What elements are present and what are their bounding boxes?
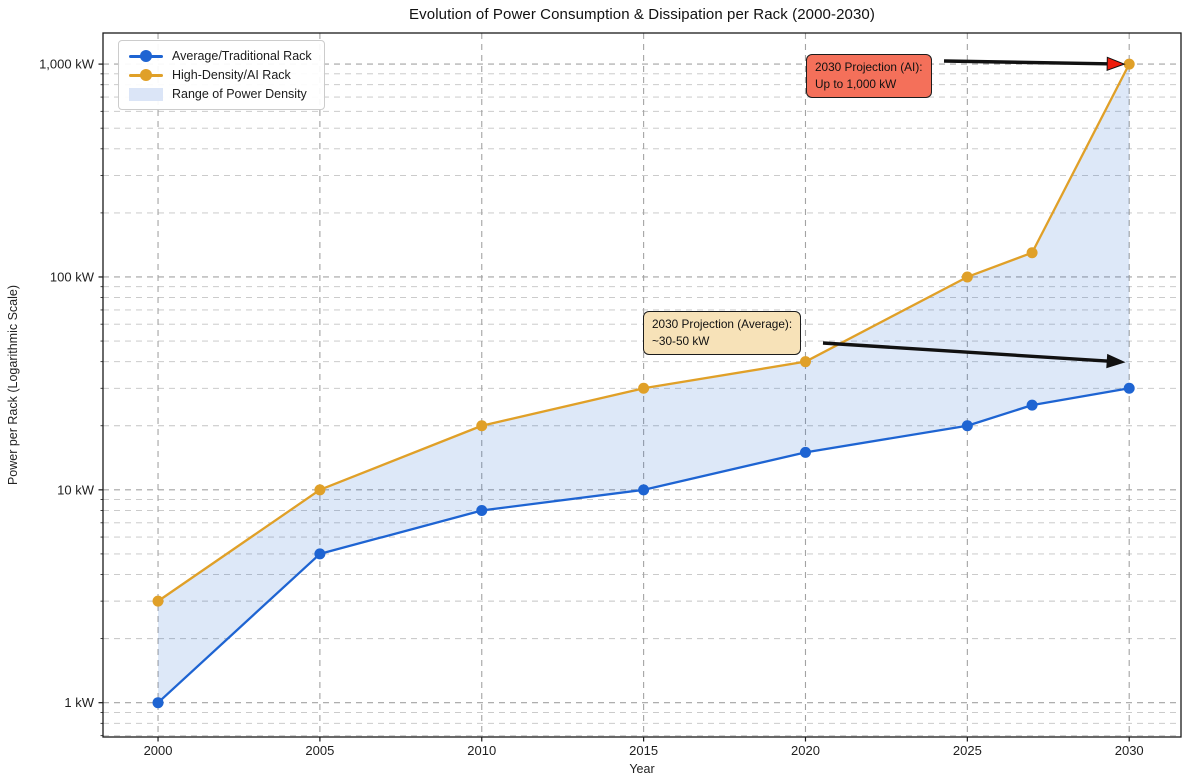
data-point-marker [476, 420, 488, 432]
data-point-marker [961, 271, 973, 283]
data-point-marker [799, 446, 811, 458]
data-point-marker [476, 504, 488, 516]
legend-label-range: Range of Power Density [172, 87, 307, 101]
legend-item-average: Average/Traditional Rack [129, 49, 312, 63]
x-tick-label: 2005 [305, 743, 334, 758]
legend: Average/Traditional Rack High-Density/AI… [118, 40, 325, 110]
annotation-arrowhead-0 [1106, 56, 1126, 72]
data-point-marker [1026, 399, 1038, 411]
annotation-ai-line-2: Up to 1,000 kW [815, 77, 897, 92]
legend-marker-range-swatch [129, 87, 163, 101]
data-point-marker [314, 484, 326, 496]
x-tick-label: 2025 [953, 743, 982, 758]
x-tick-label: 2010 [467, 743, 496, 758]
legend-item-range-band: Range of Power Density [129, 87, 312, 101]
plot-border [102, 32, 1182, 738]
data-point-marker [961, 420, 973, 432]
annotation-arrow-1 [822, 341, 1108, 363]
data-point-marker [638, 382, 650, 394]
y-tick-label: 1,000 kW [39, 57, 95, 72]
legend-marker-average-line [129, 50, 163, 62]
data-point-marker [152, 697, 164, 709]
annotation-average-line-1: 2030 Projection (Average): [652, 317, 793, 331]
legend-label-high-density: High-Density/AI Rack [172, 68, 291, 82]
annotation-average-line-2: ~30-50 kW [652, 334, 710, 349]
data-point-marker [314, 548, 326, 560]
annotation-ai-line-1: 2030 Projection (AI): [815, 60, 923, 74]
x-tick-label: 2020 [791, 743, 820, 758]
annotation-arrowhead-1 [1106, 353, 1126, 369]
y-axis-label: Power per Rack (Logarithmic Scale) [6, 284, 20, 486]
series-line-1 [157, 63, 1131, 603]
y-tick-label: 100 kW [50, 269, 95, 284]
range-band-area [158, 64, 1130, 703]
x-tick-label: 2030 [1115, 743, 1144, 758]
legend-label-average: Average/Traditional Rack [172, 49, 312, 63]
x-axis-label: Year [629, 762, 655, 776]
annotation-ai-projection: 2030 Projection (AI): Up to 1,000 kW [806, 54, 932, 99]
annotation-average-projection: 2030 Projection (Average): ~30-50 kW [643, 311, 802, 356]
data-point-marker [1123, 58, 1135, 70]
annotation-arrow-0 [943, 59, 1108, 66]
y-tick-label: 1 kW [64, 695, 94, 710]
data-point-marker [1026, 247, 1038, 259]
data-point-marker [152, 595, 164, 607]
data-point-marker [799, 356, 811, 368]
series-line-0 [157, 387, 1130, 704]
y-tick-label: 10 kW [57, 482, 95, 497]
data-point-marker [1123, 382, 1135, 394]
x-tick-label: 2000 [144, 743, 173, 758]
axis-ticks: 2000 2005 2010 2015 2020 2025 2030 1 kW 10 kW 100… [39, 57, 1144, 758]
legend-marker-high-density-line [129, 69, 163, 81]
legend-item-high-density: High-Density/AI Rack [129, 68, 312, 82]
data-point-marker [638, 484, 650, 496]
x-tick-label: 2015 [629, 743, 658, 758]
chart-title: Evolution of Power Consumption & Dissipa… [409, 6, 875, 23]
